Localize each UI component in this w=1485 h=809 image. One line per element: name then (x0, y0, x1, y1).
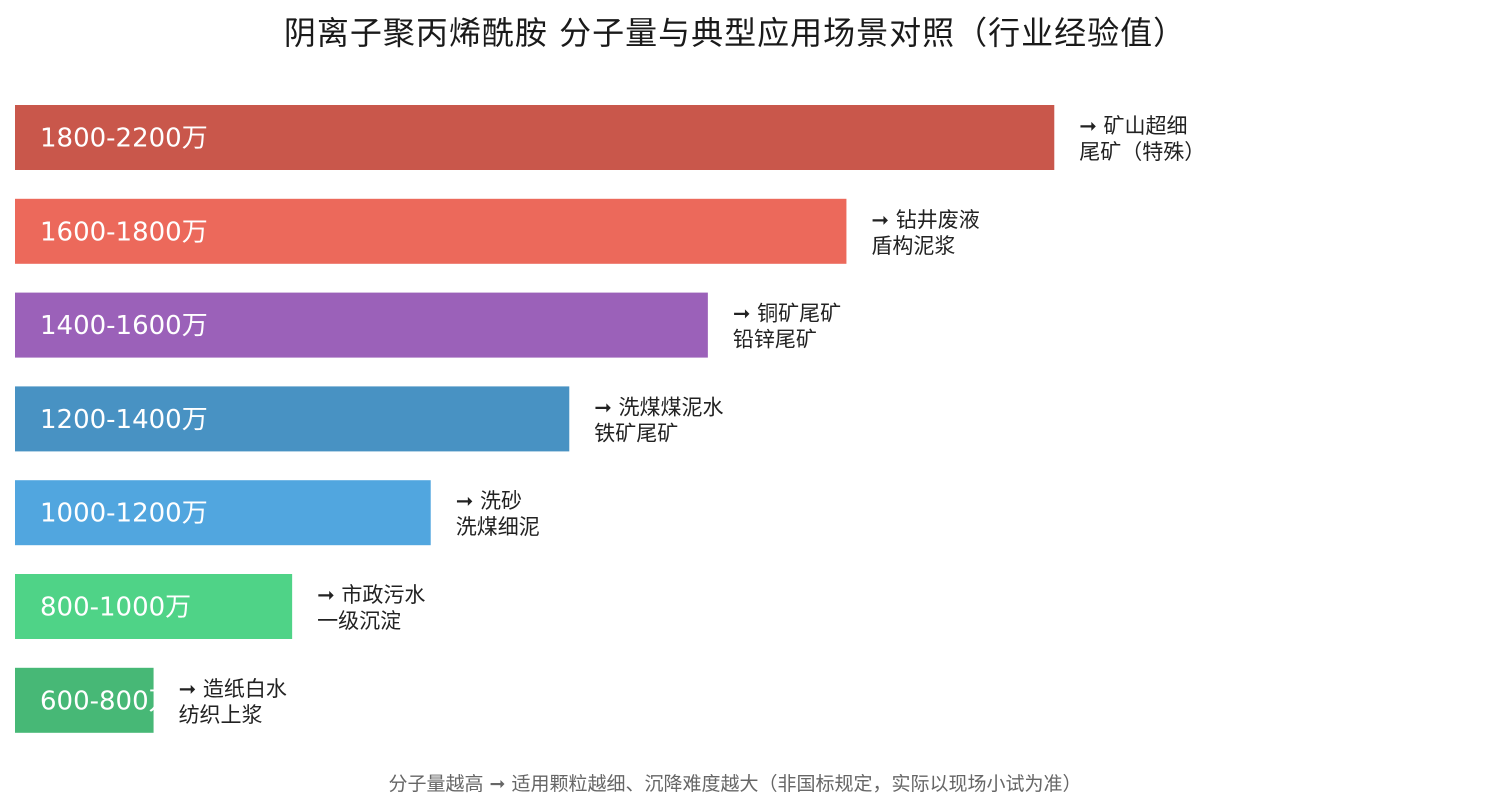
bar-category-label: 1600-1800万 (40, 217, 208, 247)
chart-footnote: 分子量越高 ➞ 适用颗粒越细、沉降难度越大（非国标规定，实际以现场小试为准） (388, 773, 1082, 795)
bar (15, 105, 1055, 170)
bar (15, 574, 293, 639)
bar (15, 667, 154, 733)
bar (15, 480, 431, 546)
application-label-line2: 纺织上浆 (179, 703, 263, 727)
application-label-line1: ➞ 钻井废液 (871, 208, 979, 232)
application-label-line2: 盾构泥浆 (871, 234, 955, 258)
bar-category-label: 600-800万 (40, 686, 175, 716)
bar-category-label: 800-1000万 (40, 593, 191, 623)
application-label-line2: 一级沉淀 (317, 609, 401, 633)
bar (15, 386, 570, 452)
application-label-line1: ➞ 洗煤煤泥水 (594, 395, 723, 419)
application-label-line1: ➞ 市政污水 (317, 583, 425, 607)
application-label-line2: 铁矿尾矿 (594, 421, 678, 445)
chart-title: 阴离子聚丙烯酰胺 分子量与典型应用场景对照（行业经验值） (283, 14, 1187, 52)
application-label-line2: 洗煤细泥 (456, 515, 540, 539)
application-label-line1: ➞ 造纸白水 (179, 677, 287, 701)
bar (15, 292, 708, 358)
bar-category-label: 1000-1200万 (40, 499, 208, 529)
application-label-line2: 铅锌尾矿 (733, 328, 817, 352)
bar-category-label: 1400-1600万 (40, 311, 208, 341)
application-label-line1: ➞ 矿山超细 (1079, 114, 1187, 138)
application-label-line1: ➞ 铜矿尾矿 (733, 302, 841, 326)
application-label-line2: 尾矿（特殊） (1079, 140, 1205, 164)
application-label-line1: ➞ 洗砂 (456, 489, 522, 513)
bar-category-label: 1200-1400万 (40, 405, 208, 435)
bar (15, 198, 847, 264)
bar-category-label: 1800-2200万 (40, 124, 208, 154)
